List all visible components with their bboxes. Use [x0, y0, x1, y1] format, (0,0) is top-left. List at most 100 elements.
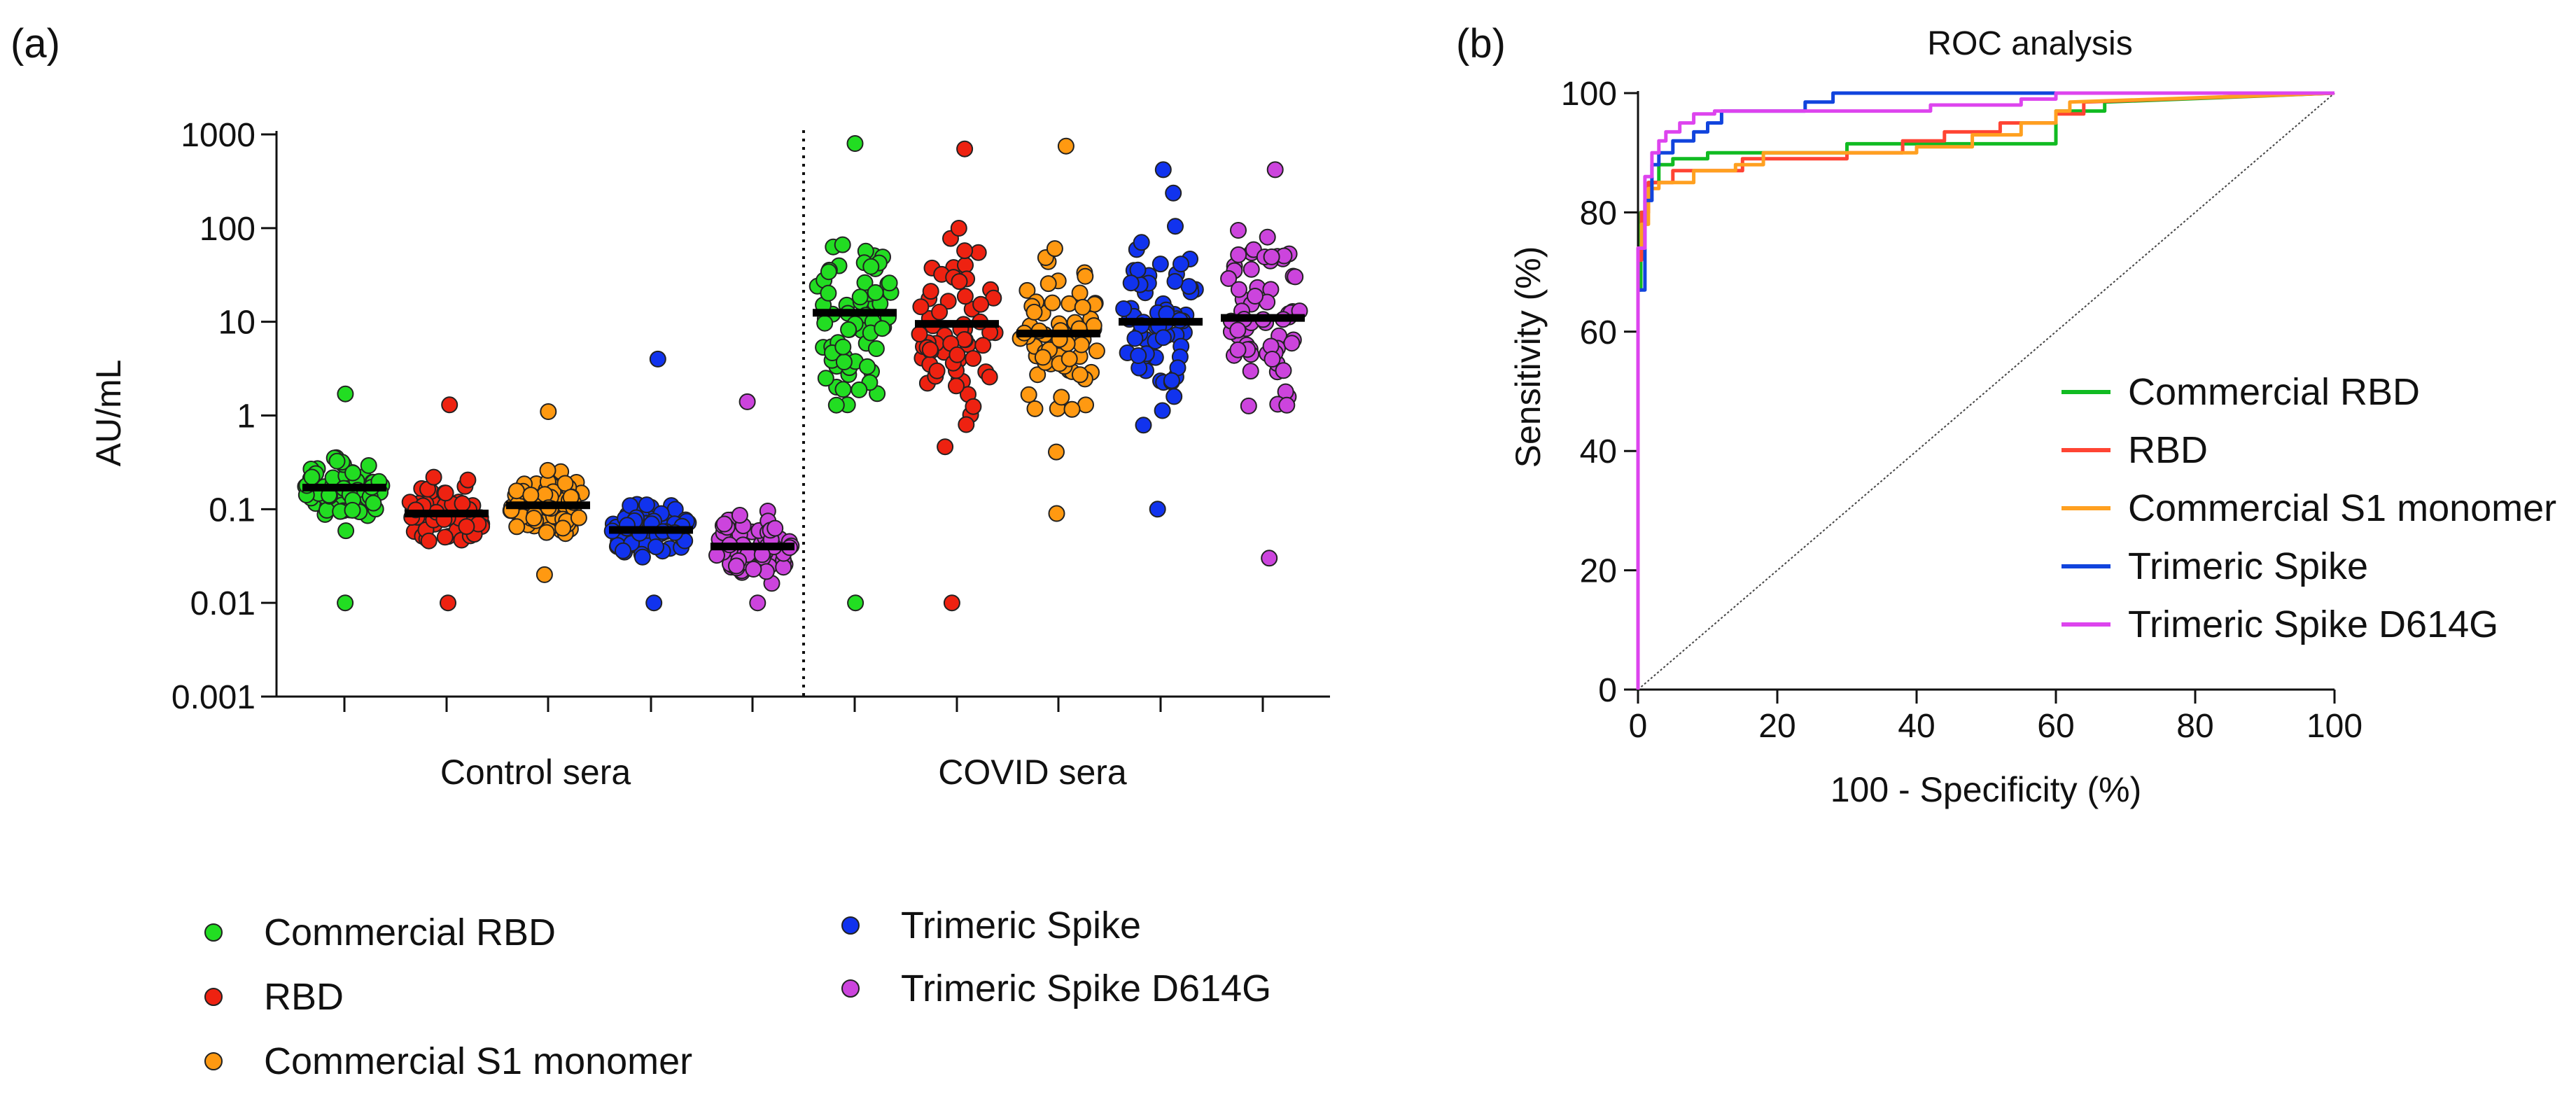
point-trimeric-spike-d614g-covid — [1275, 362, 1292, 379]
point-trimeric-spike-d614g-control — [775, 559, 792, 576]
point-rbd-control — [454, 495, 471, 512]
roc-y-tick-label: 80 — [1580, 195, 1617, 232]
point-commercial-rbd-covid — [835, 354, 853, 370]
point-rbd-covid — [958, 416, 975, 433]
point-commercial-rbd-covid — [867, 340, 885, 357]
point-commercial-rbd-covid — [834, 338, 852, 356]
point-commercial-rbd-covid — [859, 358, 876, 375]
point-commercial-s1-monomer-control — [522, 487, 540, 504]
point-rbd-covid — [912, 298, 930, 316]
point-trimeric-spike-d614g-covid — [1283, 335, 1301, 352]
point-trimeric-spike-covid — [1149, 501, 1166, 518]
point-trimeric-spike-covid — [1166, 273, 1184, 290]
point-rbd-control — [420, 532, 438, 550]
point-rbd-covid — [969, 244, 987, 261]
point-commercial-s1-monomer-control — [525, 510, 542, 527]
roc-curve-commercial-s1-monomer — [1636, 91, 2335, 690]
point-rbd-control — [437, 484, 454, 502]
point-trimeric-spike-covid — [1172, 256, 1189, 273]
point-trimeric-spike-control — [645, 594, 663, 612]
point-commercial-s1-monomer-covid — [1040, 275, 1057, 293]
point-commercial-s1-monomer-covid — [1046, 240, 1063, 258]
roc-x-axis-label: 100 - Specificity (%) — [1830, 770, 2142, 809]
point-commercial-s1-monomer-control — [540, 403, 557, 420]
point-trimeric-spike-covid — [1115, 300, 1133, 317]
point-trimeric-spike-d614g-covid — [1263, 248, 1280, 265]
point-commercial-rbd-covid — [817, 370, 834, 387]
panel-b-label: (b) — [1456, 21, 1506, 67]
point-commercial-rbd-control — [344, 501, 361, 519]
point-trimeric-spike-d614g-control — [749, 594, 766, 612]
point-trimeric-spike-d614g-covid — [1287, 268, 1304, 286]
roc-x-tick-label: 100 — [2306, 708, 2362, 745]
point-trimeric-spike-control — [634, 548, 651, 566]
point-trimeric-spike-covid — [1122, 274, 1140, 292]
legend-marker-commercial-s1-monomer — [204, 1052, 223, 1070]
roc-y-tick-label: 20 — [1580, 553, 1617, 590]
point-rbd-covid — [937, 438, 954, 456]
point-trimeric-spike-control — [615, 542, 631, 559]
point-trimeric-spike-covid — [1165, 184, 1182, 202]
point-commercial-s1-monomer-covid — [1044, 294, 1061, 312]
point-trimeric-spike-d614g-control — [738, 393, 756, 410]
legend-label-trimeric-spike-d614g: Trimeric Spike D614G — [901, 967, 1271, 1009]
point-rbd-covid — [931, 303, 948, 321]
point-commercial-rbd-control — [365, 494, 382, 512]
group-label-control: Control sera — [440, 753, 631, 792]
point-commercial-s1-monomer-covid — [1072, 336, 1090, 354]
point-commercial-rbd-covid — [847, 594, 864, 612]
point-commercial-s1-monomer-control — [570, 509, 587, 526]
point-trimeric-spike-d614g-covid — [1242, 260, 1260, 278]
point-trimeric-spike-d614g-covid — [1266, 161, 1284, 179]
point-trimeric-spike-covid — [1130, 347, 1147, 364]
point-trimeric-spike-covid — [1135, 417, 1152, 434]
roc-y-tick-label: 60 — [1580, 314, 1617, 351]
point-rbd-covid — [943, 594, 960, 612]
point-trimeric-spike-covid — [1166, 388, 1183, 405]
point-commercial-rbd-covid — [840, 321, 858, 338]
legend-label-commercial-rbd: Commercial RBD — [264, 911, 556, 953]
panel-a-axes: 1000 100 10 1 0.1 0.01 0.001 — [172, 117, 1330, 716]
roc-x-tick-label: 80 — [2176, 708, 2213, 745]
point-rbd-covid — [972, 295, 990, 313]
point-trimeric-spike-control — [649, 350, 666, 368]
point-trimeric-spike-d614g-control — [715, 515, 733, 533]
point-rbd-covid — [981, 368, 998, 386]
point-rbd-covid — [957, 256, 974, 274]
roc-y-tick-label: 100 — [1561, 76, 1617, 113]
point-rbd-covid — [965, 398, 982, 415]
y-tick-label: 0.01 — [190, 585, 255, 622]
point-commercial-s1-monomer-covid — [1074, 298, 1091, 316]
point-commercial-rbd-covid — [881, 274, 898, 292]
y-tick-label: 100 — [200, 211, 255, 248]
y-tick-label: 1000 — [181, 117, 255, 154]
point-commercial-s1-monomer-covid — [1077, 267, 1094, 285]
point-rbd-control — [440, 594, 456, 612]
legend-marker-rbd — [204, 988, 223, 1006]
point-commercial-s1-monomer-covid — [1034, 349, 1051, 366]
roc-y-tick-label: 40 — [1580, 433, 1617, 470]
point-trimeric-spike-d614g-covid — [1247, 288, 1264, 305]
point-trimeric-spike-control — [648, 538, 664, 556]
point-rbd-covid — [951, 273, 968, 291]
point-commercial-rbd-covid — [862, 258, 880, 275]
point-commercial-s1-monomer-control — [507, 482, 525, 500]
point-commercial-s1-monomer-covid — [1020, 386, 1037, 403]
y-tick-label: 0.1 — [209, 491, 255, 529]
point-rbd-covid — [939, 293, 957, 310]
legend-marker-trimeric-spike-d614g — [841, 979, 860, 998]
panel-b-axes: 0 20 40 60 80 100 0 20 40 60 80 100 — [1561, 76, 2362, 745]
point-trimeric-spike-covid — [1129, 261, 1147, 279]
point-commercial-rbd-covid — [851, 288, 869, 306]
panel-a-label: (a) — [10, 21, 60, 67]
point-commercial-rbd-control — [303, 468, 321, 486]
point-commercial-rbd-covid — [867, 284, 884, 301]
group-label-covid: COVID sera — [938, 753, 1127, 792]
point-commercial-rbd-control — [328, 452, 346, 470]
point-commercial-s1-monomer-control — [539, 461, 556, 479]
point-trimeric-spike-covid — [1152, 256, 1169, 273]
roc-legend: Commercial RBD RBD Commercial S1 monomer Tr… — [2062, 371, 2556, 645]
point-commercial-s1-monomer-covid — [1029, 366, 1046, 384]
point-commercial-s1-monomer-control — [538, 524, 555, 541]
point-commercial-rbd-control — [337, 594, 354, 612]
